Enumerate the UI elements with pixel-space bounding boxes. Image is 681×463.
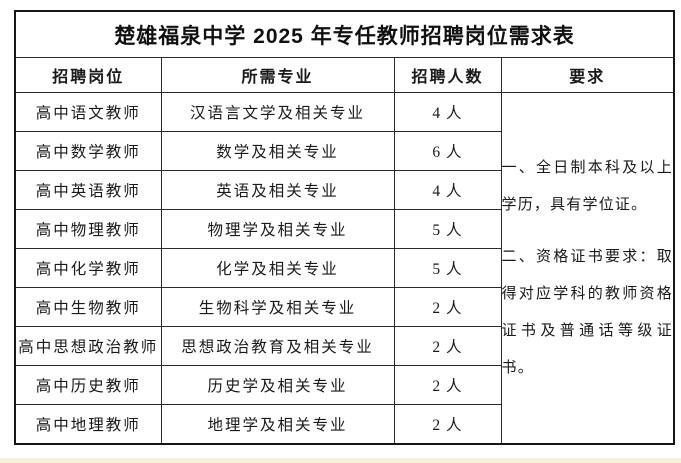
cell-major: 数学及相关专业 <box>160 131 395 171</box>
cell-position: 高中语文教师 <box>14 92 162 132</box>
cell-count: 4 人 <box>393 92 502 132</box>
requirement-item-2: 二、资格证书要求：取得对应学科的教师资格证书及普通话等级证书。 <box>501 249 674 376</box>
cell-count: 6 人 <box>393 131 502 171</box>
recruitment-table: 楚雄福泉中学 2025 年专任教师招聘岗位需求表 招聘岗位 所需专业 招聘人数 … <box>14 10 676 445</box>
cell-position: 高中数学教师 <box>14 131 162 171</box>
cell-count: 5 人 <box>393 209 502 249</box>
table-row: 高中物理教师 物理学及相关专业 5 人 <box>14 209 674 249</box>
document-title: 楚雄福泉中学 2025 年专任教师招聘岗位需求表 <box>14 10 675 58</box>
cell-major: 生物科学及相关专业 <box>160 287 395 327</box>
requirements-cell: 一、全日制本科及以上学历，具有学位证。 二、资格证书要求：取得对应学科的教师资格… <box>500 92 675 445</box>
table-row: 高中数学教师 数学及相关专业 6 人 <box>14 131 674 171</box>
cell-position: 高中化学教师 <box>14 248 162 288</box>
table-row: 高中英语教师 英语及相关专业 4 人 <box>14 170 674 210</box>
header-count: 招聘人数 <box>393 57 502 93</box>
table-row: 高中化学教师 化学及相关专业 5 人 <box>14 248 674 288</box>
cell-count: 4 人 <box>393 170 502 210</box>
cell-major: 汉语言文学及相关专业 <box>160 92 395 132</box>
table-row: 高中语文教师 汉语言文学及相关专业 4 人 一、全日制本科及以上学历，具有学位证… <box>14 92 675 445</box>
cell-position: 高中物理教师 <box>14 209 162 249</box>
requirement-item-1: 一、全日制本科及以上学历，具有学位证。 <box>501 159 674 213</box>
cell-major: 化学及相关专业 <box>160 248 395 288</box>
bottom-strip <box>0 458 681 463</box>
cell-count: 2 人 <box>393 326 502 366</box>
cell-major: 思想政治教育及相关专业 <box>160 326 395 366</box>
cell-count: 2 人 <box>393 365 502 405</box>
table-row: 高中生物教师 生物科学及相关专业 2 人 <box>14 287 674 327</box>
cell-position: 高中历史教师 <box>14 365 162 405</box>
header-requirements: 要求 <box>500 57 675 93</box>
cell-position: 高中思想政治教师 <box>14 326 162 366</box>
table-row: 高中地理教师 地理学及相关专业 2 人 <box>14 404 674 445</box>
header-row: 招聘岗位 所需专业 招聘人数 要求 <box>14 57 675 93</box>
cell-major: 英语及相关专业 <box>160 170 395 210</box>
cell-position: 高中生物教师 <box>14 287 162 327</box>
cell-major: 历史学及相关专业 <box>160 365 395 405</box>
table-row: 高中历史教师 历史学及相关专业 2 人 <box>14 365 674 405</box>
cell-major: 地理学及相关专业 <box>160 404 395 445</box>
header-major: 所需专业 <box>160 57 395 93</box>
cell-major: 物理学及相关专业 <box>160 209 395 249</box>
cell-position: 高中英语教师 <box>14 170 162 210</box>
table-row: 高中思想政治教师 思想政治教育及相关专业 2 人 <box>14 326 674 366</box>
cell-count: 5 人 <box>393 248 502 288</box>
cell-position: 高中地理教师 <box>14 404 162 445</box>
cell-count: 2 人 <box>393 404 502 445</box>
cell-count: 2 人 <box>393 287 502 327</box>
header-position: 招聘岗位 <box>14 57 162 93</box>
title-row: 楚雄福泉中学 2025 年专任教师招聘岗位需求表 <box>14 10 675 58</box>
